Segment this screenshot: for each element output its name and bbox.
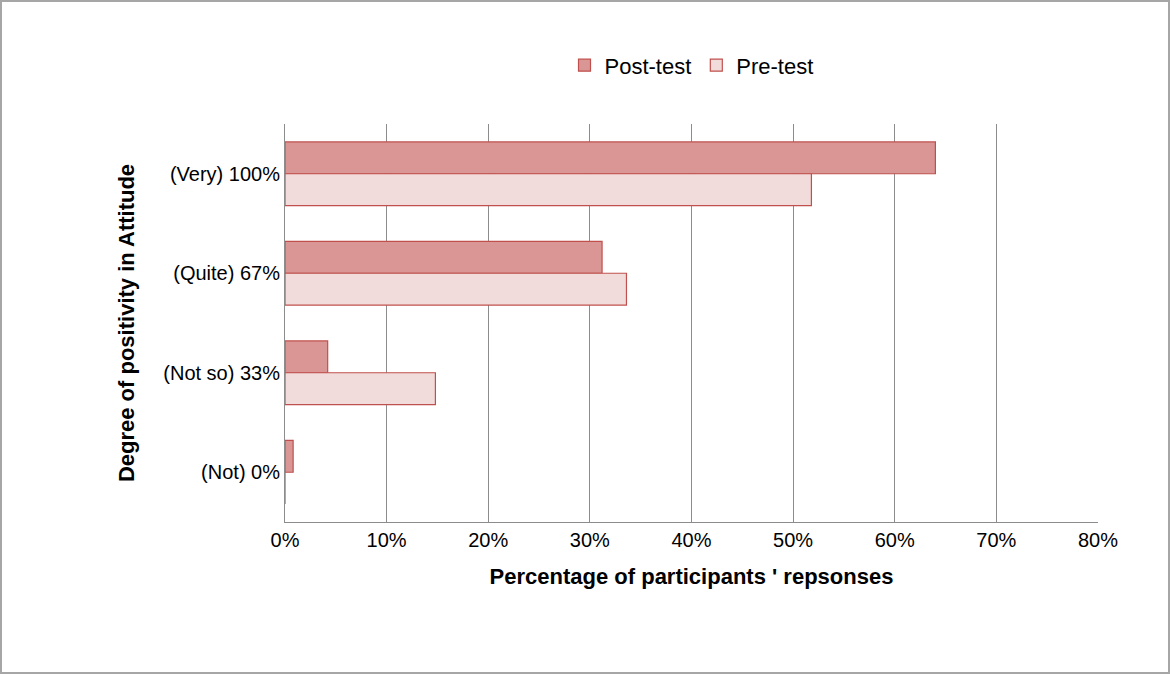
svg-text:Post-test: Post-test: [605, 54, 692, 79]
svg-text:(Not) 0%: (Not) 0%: [201, 461, 280, 483]
svg-text:10%: 10%: [367, 529, 407, 551]
svg-text:70%: 70%: [976, 529, 1016, 551]
svg-text:Pre-test: Pre-test: [736, 54, 813, 79]
svg-text:80%: 80%: [1078, 529, 1118, 551]
svg-text:Percentage of participants ' r: Percentage of participants ' repsonses: [490, 564, 894, 589]
svg-text:Degree of positivity in Attitu: Degree of positivity in Attitude: [114, 164, 139, 482]
svg-text:50%: 50%: [773, 529, 813, 551]
svg-text:0%: 0%: [271, 529, 300, 551]
svg-text:60%: 60%: [875, 529, 915, 551]
svg-text:30%: 30%: [570, 529, 610, 551]
svg-text:20%: 20%: [468, 529, 508, 551]
svg-text:(Not so) 33%: (Not so) 33%: [163, 362, 280, 384]
svg-text:(Very) 100%: (Very) 100%: [170, 163, 280, 185]
svg-text:(Quite) 67%: (Quite) 67%: [173, 262, 280, 284]
svg-text:40%: 40%: [671, 529, 711, 551]
